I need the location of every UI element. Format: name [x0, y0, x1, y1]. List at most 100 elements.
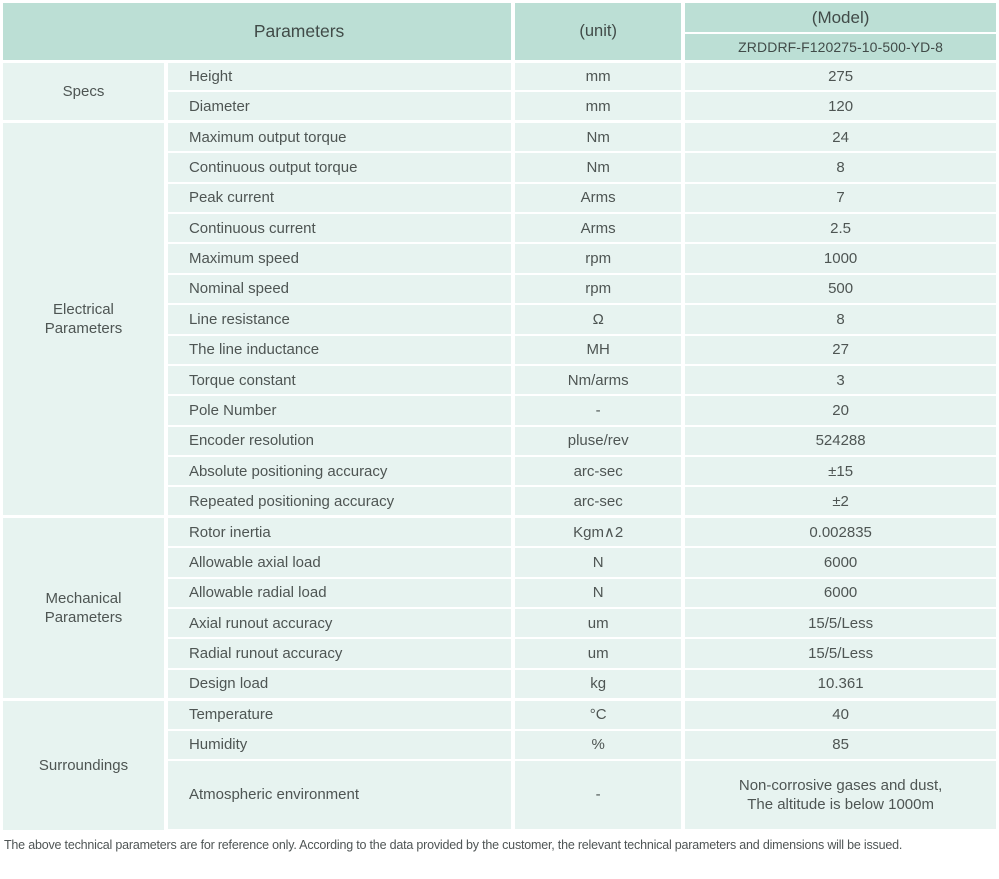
- header-model-label: (Model): [681, 3, 996, 34]
- unit-cell: arc-sec: [511, 456, 684, 488]
- unit-cell: kg: [511, 668, 684, 701]
- value-cell: 0.002835: [681, 515, 996, 549]
- section-label: Electrical Parameters: [44, 301, 123, 338]
- parameter-name-cell: Allowable axial load: [163, 547, 514, 579]
- parameter-name-cell: Torque constant: [163, 364, 514, 397]
- value-cell: 275: [681, 59, 996, 93]
- spec-row: Pole Number -20: [3, 395, 996, 427]
- parameter-name-cell: Pole Number: [163, 395, 514, 427]
- spec-row: Maximum speed rpm 1000: [3, 243, 996, 275]
- section-label: Specs: [62, 82, 105, 100]
- unit-cell: -: [511, 759, 684, 831]
- unit-cell: arc-sec: [511, 486, 684, 518]
- value-cell: 1000: [681, 243, 996, 275]
- parameter-name-cell: Radial runout accuracy: [163, 638, 514, 670]
- value-cell: 40: [681, 697, 996, 731]
- value-cell: ±2: [681, 486, 996, 518]
- unit-cell: Nm: [511, 152, 684, 184]
- section-cell: Mechanical Parameters: [3, 515, 166, 700]
- spec-row: Encoder resolution pluse/rev 524288: [3, 425, 996, 458]
- spec-sheet: Parameters (unit) (Model) ZRDDRF-F120275…: [3, 3, 996, 852]
- unit-cell: Nm: [511, 120, 684, 154]
- parameter-name-cell: Diameter: [163, 91, 514, 123]
- spec-table-header: Parameters (unit) (Model) ZRDDRF-F120275…: [3, 3, 996, 61]
- value-cell: 6000: [681, 547, 996, 579]
- section-cell: Electrical Parameters: [3, 120, 166, 517]
- header-parameters-label: Parameters: [3, 3, 514, 61]
- parameter-name-cell: Encoder resolution: [163, 425, 514, 458]
- parameter-name-cell: Line resistance: [163, 304, 514, 336]
- spec-table: Parameters (unit) (Model) ZRDDRF-F120275…: [3, 3, 996, 831]
- unit-cell: MH: [511, 334, 684, 366]
- spec-row: Allowable radial load N 6000: [3, 577, 996, 610]
- header-model-code: ZRDDRF-F120275-10-500-YD-8: [681, 33, 996, 61]
- unit-cell: Arms: [511, 182, 684, 214]
- spec-row: Electrical Parameters Maximum output torq…: [3, 120, 996, 517]
- value-cell: 8: [681, 304, 996, 336]
- unit-cell: Ω: [511, 304, 684, 336]
- spec-row: Radial runout accuracy um 15/5/Less: [3, 638, 996, 670]
- parameter-name-cell: Humidity: [163, 729, 514, 761]
- spec-row: Allowable axial load N 6000: [3, 547, 996, 579]
- section-label: Mechanical Parameters: [44, 590, 123, 627]
- parameter-name-cell: Continuous current: [163, 212, 514, 245]
- value-cell: 20: [681, 395, 996, 427]
- parameter-name-cell: Maximum output torque: [163, 120, 514, 154]
- unit-cell: pluse/rev: [511, 425, 684, 458]
- parameter-name-cell: Repeated positioning accuracy: [163, 486, 514, 518]
- spec-row: Atmospheric environment - Non-corrosive ga…: [3, 759, 996, 831]
- parameter-name-cell: Atmospheric environment: [163, 759, 514, 831]
- spec-row: The line inductance MH 27: [3, 334, 996, 366]
- value-cell: 2.5: [681, 212, 996, 245]
- unit-cell: Nm/arms: [511, 364, 684, 397]
- parameter-name-cell: Rotor inertia: [163, 515, 514, 549]
- parameter-name-cell: Axial runout accuracy: [163, 608, 514, 640]
- unit-cell: um: [511, 608, 684, 640]
- spec-row: Surroundings Temperature °C 40: [3, 697, 996, 830]
- section-label: Surroundings: [38, 756, 129, 774]
- value-cell: 15/5/Less: [681, 638, 996, 670]
- unit-cell: rpm: [511, 243, 684, 275]
- unit-cell: Arms: [511, 212, 684, 245]
- unit-cell: N: [511, 577, 684, 610]
- section-cell: Surroundings: [3, 697, 166, 830]
- parameter-name-cell: Design load: [163, 668, 514, 701]
- value-cell: 500: [681, 273, 996, 306]
- spec-row: Design load kg 10.361: [3, 668, 996, 701]
- parameter-name-cell: Continuous output torque: [163, 152, 514, 184]
- value-cell: 24: [681, 120, 996, 154]
- parameter-name-cell: The line inductance: [163, 334, 514, 366]
- spec-row: Axial runout accuracy um 15/5/Less: [3, 608, 996, 640]
- section-cell: Specs: [3, 59, 166, 122]
- spec-row: Humidity% 85: [3, 729, 996, 761]
- spec-row: Mechanical Parameters Rotor inertia Kgm∧2 0…: [3, 515, 996, 700]
- footnote-text: The above technical parameters are for r…: [4, 837, 903, 852]
- parameter-name-cell: Absolute positioning accuracy: [163, 456, 514, 488]
- spec-row: Specs Height mm 275: [3, 59, 996, 122]
- value-cell: 10.361: [681, 668, 996, 701]
- spec-table-body: Specs Height mm 275 Diameter mm 120 Electrical …: [3, 59, 996, 831]
- unit-cell: -: [511, 395, 684, 427]
- parameter-name-cell: Temperature: [163, 697, 514, 731]
- spec-row: Peak current Arms 7: [3, 182, 996, 214]
- value-cell: Non-corrosive gases and dust, The altitu…: [681, 759, 996, 831]
- value-cell: 120: [681, 91, 996, 123]
- unit-cell: mm: [511, 59, 684, 93]
- unit-cell: Kgm∧2: [511, 515, 684, 549]
- value-cell: ±15: [681, 456, 996, 488]
- spec-row: Continuous current Arms 2.5: [3, 212, 996, 245]
- value-cell: 85: [681, 729, 996, 761]
- spec-row: Diameter mm 120: [3, 91, 996, 123]
- unit-cell: °C: [511, 697, 684, 731]
- value-cell: 3: [681, 364, 996, 397]
- spec-row: Continuous output torque Nm 8: [3, 152, 996, 184]
- unit-cell: rpm: [511, 273, 684, 306]
- value-cell: 524288: [681, 425, 996, 458]
- unit-cell: N: [511, 547, 684, 579]
- unit-cell: um: [511, 638, 684, 670]
- spec-row: Absolute positioning accuracy arc-sec ±15: [3, 456, 996, 488]
- parameter-name-cell: Nominal speed: [163, 273, 514, 306]
- spec-row: Torque constant Nm/arms 3: [3, 364, 996, 397]
- header-unit-label: (unit): [511, 3, 684, 61]
- parameter-name-cell: Maximum speed: [163, 243, 514, 275]
